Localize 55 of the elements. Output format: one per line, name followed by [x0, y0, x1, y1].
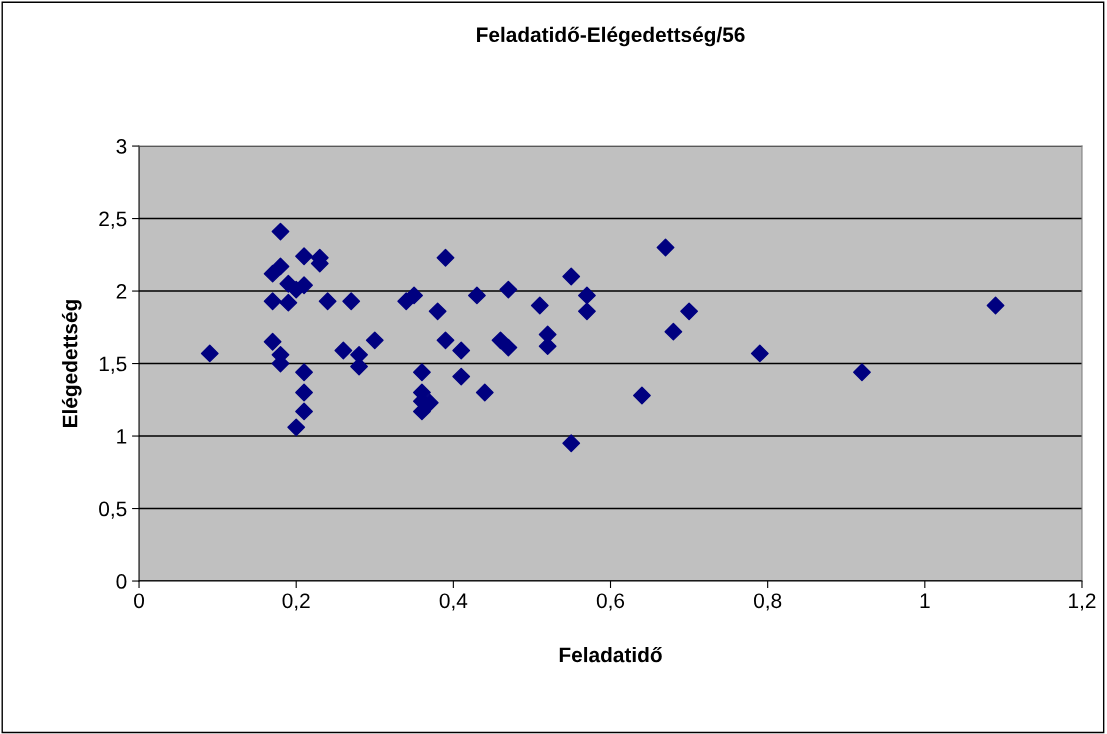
- point: [986, 296, 1005, 315]
- chart-title: Feladatidő-Elégedettség/56: [477, 26, 745, 47]
- point: [405, 286, 423, 305]
- point: [750, 344, 769, 363]
- point: [342, 292, 361, 311]
- point: [295, 247, 313, 266]
- x-tick-label: 0,8: [754, 593, 782, 611]
- point: [428, 302, 447, 321]
- point: [499, 338, 518, 357]
- point: [656, 238, 675, 257]
- y-axis-title: Elégedettség: [61, 300, 82, 427]
- point: [413, 363, 431, 382]
- point: [271, 222, 290, 241]
- point: [853, 363, 871, 382]
- point: [263, 332, 282, 351]
- point: [499, 280, 518, 299]
- point: [295, 383, 313, 402]
- point: [263, 292, 282, 311]
- y-tick-label: 0,5: [99, 501, 127, 519]
- point: [436, 248, 455, 267]
- y-tick-label: 0: [116, 574, 127, 589]
- x-tick-label: 0,4: [439, 593, 468, 611]
- point: [436, 331, 455, 350]
- x-tick-label: 1,2: [1069, 593, 1096, 611]
- point: [295, 363, 313, 382]
- point: [680, 302, 699, 321]
- point: [263, 264, 282, 283]
- x-tick-label: 0,6: [596, 593, 625, 611]
- point: [200, 344, 219, 363]
- y-tick-label: 2: [116, 284, 127, 299]
- point: [475, 383, 494, 402]
- x-tick-label: 1: [920, 593, 930, 608]
- y-tick-label: 3: [116, 139, 127, 154]
- point: [562, 267, 581, 286]
- y-tick-label: 1: [117, 429, 127, 444]
- point: [318, 292, 337, 311]
- point: [530, 296, 549, 315]
- point: [468, 286, 486, 305]
- point: [578, 302, 596, 321]
- point: [334, 341, 353, 360]
- y-tick-label: 2,5: [99, 211, 127, 229]
- point: [633, 386, 651, 405]
- point: [664, 322, 683, 341]
- x-tick-label: 0: [134, 593, 145, 609]
- x-axis-title: Feladatidő: [559, 646, 662, 663]
- point: [452, 341, 471, 360]
- x-tick-label: 0,2: [282, 593, 310, 611]
- point: [562, 434, 581, 453]
- point: [287, 418, 306, 437]
- point: [365, 331, 384, 350]
- point: [452, 367, 471, 386]
- point: [578, 286, 596, 305]
- point: [295, 402, 313, 421]
- y-tick-label: 1,5: [99, 356, 127, 374]
- point: [279, 293, 298, 312]
